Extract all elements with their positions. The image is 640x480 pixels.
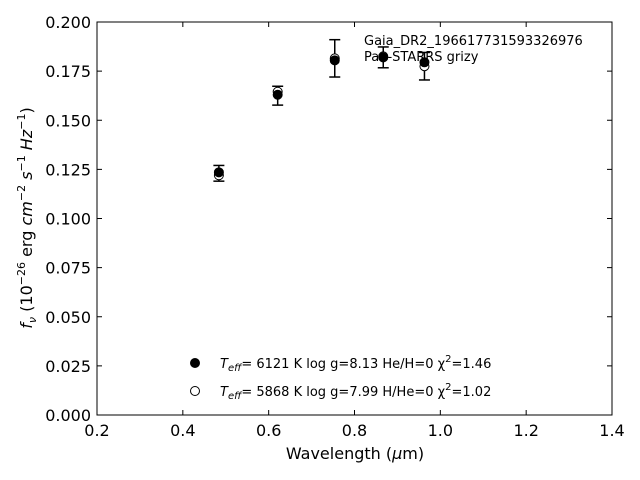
x-axis-title: Wavelength (μm) bbox=[286, 444, 424, 463]
y-tick-label: 0.175 bbox=[45, 62, 91, 81]
legend-marker-open bbox=[190, 386, 200, 396]
x-tick-label: 0.2 bbox=[84, 421, 109, 440]
y-tick-label: 0.050 bbox=[45, 308, 91, 327]
y-axis-title: fν (10−26 erg cm−2 s−1 Hz−1) bbox=[15, 107, 39, 328]
y-tick-label: 0.100 bbox=[45, 210, 91, 229]
y-tick-label: 0.150 bbox=[45, 111, 91, 130]
x-tick-label: 0.6 bbox=[256, 421, 281, 440]
y-tick-label: 0.125 bbox=[45, 160, 91, 179]
legend: Teff= 6121 K log g=8.13 He/H=0 χ2=1.46 T… bbox=[190, 354, 491, 402]
y-tick-labels: 0.000 0.025 0.050 0.075 0.100 0.125 0.150 0.175… bbox=[45, 13, 91, 425]
plot-frame bbox=[96, 21, 613, 416]
point-filled bbox=[419, 57, 430, 68]
y-tick-label: 0.025 bbox=[45, 357, 91, 376]
x-tick-label: 0.4 bbox=[170, 421, 195, 440]
point-filled bbox=[378, 52, 389, 63]
x-tick-label: 1.0 bbox=[428, 421, 453, 440]
point-filled bbox=[329, 55, 340, 66]
y-tick-label: 0.000 bbox=[45, 406, 91, 425]
x-tick-label: 1.4 bbox=[599, 421, 624, 440]
legend-marker-filled bbox=[190, 358, 200, 368]
legend-entry-1: Teff= 6121 K log g=8.13 He/H=0 χ2=1.46 bbox=[220, 354, 491, 374]
legend-entry-2: Teff= 5868 K log g=7.99 H/He=0 χ2=1.02 bbox=[220, 382, 491, 402]
series-filled-circles bbox=[213, 52, 430, 178]
x-tick-labels: 0.2 0.4 0.6 0.8 1.0 1.2 1.4 bbox=[84, 421, 624, 440]
error-bars bbox=[213, 38, 430, 182]
annotation-survey: Pan-STARRS grizy bbox=[364, 50, 479, 65]
x-tick-label: 0.8 bbox=[342, 421, 367, 440]
point-filled bbox=[213, 167, 224, 178]
y-tick-label: 0.200 bbox=[45, 13, 91, 32]
y-tick-label: 0.075 bbox=[45, 259, 91, 278]
x-tick-label: 1.2 bbox=[513, 421, 538, 440]
annotation-star-id: Gaia_DR2_196617731593326976 bbox=[364, 34, 583, 49]
plot-area bbox=[97, 22, 612, 415]
point-filled bbox=[272, 89, 283, 100]
